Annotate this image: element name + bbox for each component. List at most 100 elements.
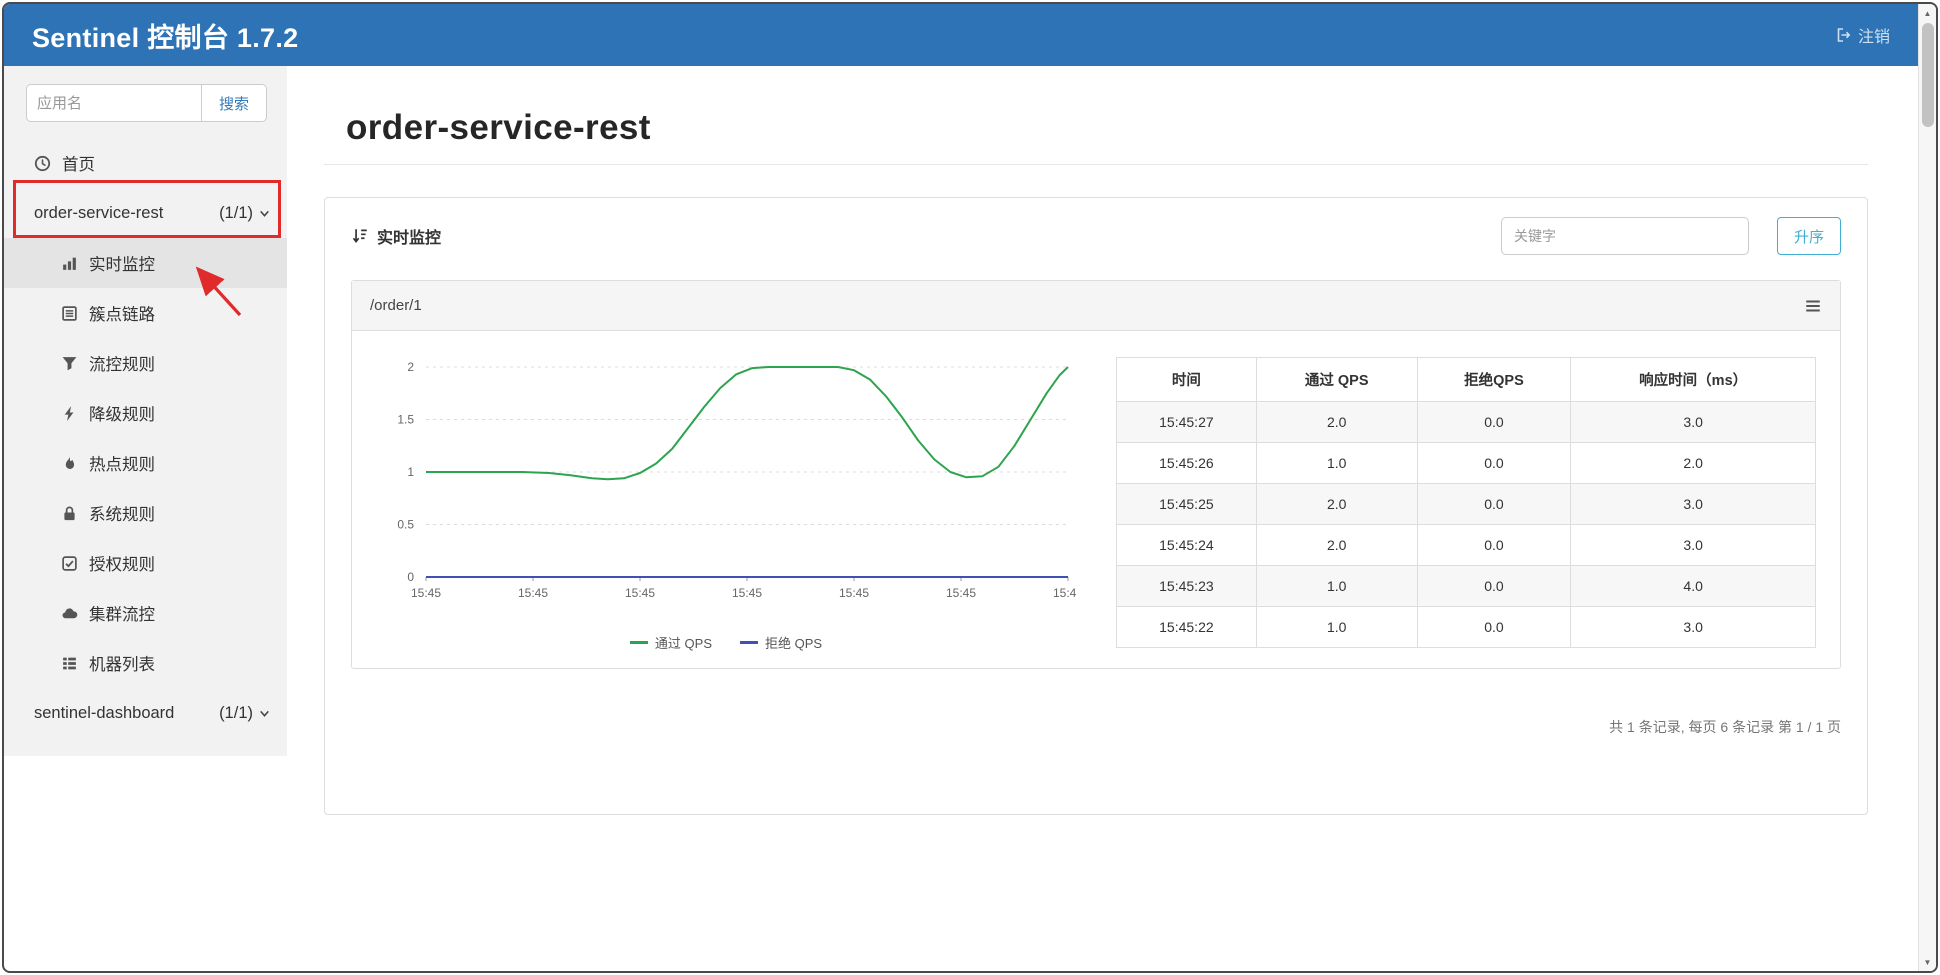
flash-icon <box>64 405 74 421</box>
resource-card-body: 0 0.5 1 1.5 2 15:45 15:45 15:45 15:45 15:45 15:45 1… <box>352 331 1840 668</box>
table-cell: 0.0 <box>1416 483 1572 525</box>
search-button[interactable]: 搜索 <box>201 84 267 122</box>
sidebar-nav: 首页 order-service-rest (1/1) <box>4 138 287 738</box>
realtime-monitoring-panel: 实时监控 升序 /order/1 <box>324 197 1868 815</box>
table-header-cell: 通过 QPS <box>1255 357 1418 402</box>
vertical-scrollbar[interactable]: ▲ ▼ <box>1918 4 1936 971</box>
logout-icon <box>1837 28 1851 42</box>
qps-table: 时间 通过 QPS 拒绝QPS 响应时间（ms） 15:45:27 2.0 0.0 3.0 1… <box>1116 357 1816 648</box>
sidebar-item-degrade-rules[interactable]: 降级规则 <box>4 388 287 438</box>
svg-text:15:45: 15:45 <box>625 586 655 600</box>
table-cell: 15:45:26 <box>1116 442 1257 484</box>
realtime-line-chart: 0 0.5 1 1.5 2 15:45 15:45 15:45 15:45 15:45 15:45 1… <box>397 360 1076 600</box>
svg-text:15:45: 15:45 <box>518 586 548 600</box>
svg-text:0.5: 0.5 <box>397 518 414 532</box>
table-cell: 3.0 <box>1570 524 1816 566</box>
table-row: 15:45:27 2.0 0.0 3.0 <box>1116 401 1816 443</box>
svg-text:15:45: 15:45 <box>839 586 869 600</box>
chevron-down-icon <box>260 210 269 217</box>
table-cell: 3.0 <box>1570 401 1816 443</box>
cloud-icon <box>62 607 78 618</box>
scrollbar-thumb[interactable] <box>1921 23 1934 127</box>
table-cell: 1.0 <box>1255 606 1418 648</box>
menu-label: 系统规则 <box>89 506 155 524</box>
resource-name: /order/1 <box>370 297 422 314</box>
table-cell: 3.0 <box>1570 606 1816 648</box>
panel-title: 实时监控 <box>377 230 442 247</box>
scroll-up-button[interactable]: ▲ <box>1923 8 1932 18</box>
sidebar-item-realtime-monitoring[interactable]: 实时监控 <box>4 238 287 288</box>
table-icon <box>62 305 77 321</box>
sidebar-item-cluster-link[interactable]: 簇点链路 <box>4 288 287 338</box>
check-icon <box>62 555 77 571</box>
sidebar-item-system-rules[interactable]: 系统规则 <box>4 488 287 538</box>
menu-label: 降级规则 <box>89 406 155 424</box>
sidebar-item-authority-rules[interactable]: 授权规则 <box>4 538 287 588</box>
app-machine-count: (1/1) <box>219 203 253 222</box>
table-cell: 15:45:27 <box>1116 401 1257 443</box>
table-cell: 15:45:25 <box>1116 483 1257 525</box>
menu-label: 实时监控 <box>89 256 155 274</box>
qps-table-head-row: 时间 通过 QPS 拒绝QPS 响应时间（ms） <box>1116 357 1816 402</box>
legend-item[interactable]: 拒绝 QPS <box>740 633 822 652</box>
sort-icon <box>352 229 367 244</box>
hamburger-menu-icon[interactable] <box>1804 297 1822 315</box>
table-cell: 2.0 <box>1255 524 1418 566</box>
sidebar-item-machine-list[interactable]: 机器列表 <box>4 638 287 688</box>
table-cell: 3.0 <box>1570 483 1816 525</box>
sidebar: 搜索 首页 order-service-rest (1/1) <box>4 66 287 756</box>
viewport: Sentinel 控制台 1.7.2 注销 搜索 <box>4 4 1918 971</box>
app-name: sentinel-dashboard <box>34 703 175 722</box>
qps-table-area: 时间 通过 QPS 拒绝QPS 响应时间（ms） 15:45:27 2.0 0.0 3.0 1… <box>1116 353 1816 652</box>
sidebar-item-flow-rules[interactable]: 流控规则 <box>4 338 287 388</box>
menu-label: 簇点链路 <box>89 306 155 324</box>
ascending-sort-button[interactable]: 升序 <box>1777 217 1841 255</box>
fire-icon <box>65 455 75 469</box>
legend-label: 拒绝 QPS <box>765 636 823 651</box>
sidebar-item-hotspot-rules[interactable]: 热点规则 <box>4 438 287 488</box>
scroll-down-button[interactable]: ▼ <box>1923 957 1932 967</box>
svg-text:1.5: 1.5 <box>397 413 414 427</box>
pagination-info: 共 1 条记录, 每页 6 条记录 第 1 / 1 页 <box>1609 719 1841 735</box>
table-cell: 15:45:23 <box>1116 565 1257 607</box>
menu-label: 热点规则 <box>89 456 155 474</box>
chevron-down-icon <box>260 710 269 717</box>
table-cell: 2.0 <box>1255 401 1418 443</box>
title-divider <box>324 164 1868 165</box>
svg-text:15:45: 15:45 <box>946 586 976 600</box>
legend-item[interactable]: 通过 QPS <box>629 633 712 652</box>
svg-text:15:45: 15:45 <box>1053 586 1076 600</box>
menu-label: 流控规则 <box>89 356 155 374</box>
app-machine-count: (1/1) <box>219 703 253 722</box>
panel-header: 实时监控 升序 <box>351 198 1841 264</box>
table-cell: 2.0 <box>1570 442 1816 484</box>
svg-text:2: 2 <box>407 360 414 374</box>
resource-card: /order/1 0 0.5 1 1.5 2 15:45 15:45 15:45 15:45 15… <box>351 280 1841 669</box>
table-cell: 15:45:22 <box>1116 606 1257 648</box>
table-cell: 1.0 <box>1255 442 1418 484</box>
table-cell: 0.0 <box>1416 606 1572 648</box>
sidebar-item-cluster-flow[interactable]: 集群流控 <box>4 588 287 638</box>
sidebar-item-home[interactable]: 首页 <box>4 138 287 188</box>
table-row: 15:45:25 2.0 0.0 3.0 <box>1116 483 1816 525</box>
legend-label: 通过 QPS <box>654 636 712 651</box>
table-cell: 1.0 <box>1255 565 1418 607</box>
keyword-input[interactable] <box>1501 217 1749 255</box>
main-content: order-service-rest 实时监控 升序 <box>287 66 1918 815</box>
legend-swatch <box>740 641 758 644</box>
app-name: order-service-rest <box>34 203 164 222</box>
sidebar-app-sentinel-dashboard[interactable]: sentinel-dashboard (1/1) <box>4 688 287 738</box>
table-header-cell: 时间 <box>1116 357 1257 402</box>
top-navbar: Sentinel 控制台 1.7.2 注销 <box>4 4 1918 66</box>
svg-text:15:45: 15:45 <box>411 586 441 600</box>
logout-button[interactable]: 注销 <box>1835 23 1890 47</box>
sidebar-app-order-service-rest[interactable]: order-service-rest (1/1) <box>4 188 287 238</box>
app-search-input[interactable] <box>26 84 202 122</box>
qps-chart-area: 0 0.5 1 1.5 2 15:45 15:45 15:45 15:45 15:45 15:45 1… <box>376 353 1076 652</box>
bar-chart-icon <box>63 257 76 270</box>
app-search-group: 搜索 <box>26 84 267 122</box>
svg-text:1: 1 <box>407 465 414 479</box>
table-row: 15:45:24 2.0 0.0 3.0 <box>1116 524 1816 566</box>
table-header-cell: 拒绝QPS <box>1416 357 1572 402</box>
lock-icon <box>64 506 75 520</box>
